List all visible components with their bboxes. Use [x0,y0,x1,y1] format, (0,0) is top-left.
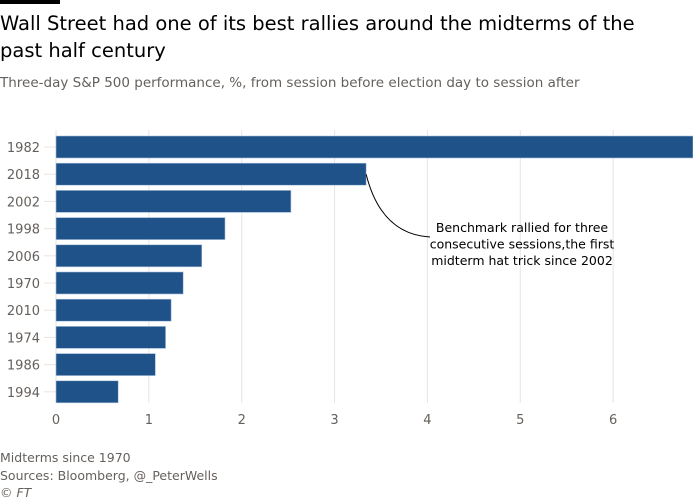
bar-2002 [55,190,292,213]
y-tick-label: 2018 [7,168,40,183]
x-tick-label: 6 [609,413,617,428]
bar-1986 [55,353,156,376]
y-tick-label: 1986 [7,359,40,374]
x-tick-label: 3 [330,413,338,428]
y-tick-label: 1974 [7,331,40,346]
x-tick-label: 2 [238,413,246,428]
y-tick-label: 2002 [7,195,40,210]
sources: Sources: Bloomberg, @_PeterWells [0,468,218,483]
bar-1982 [55,135,693,159]
y-tick-label: 1970 [7,277,40,292]
y-tick-label: 1982 [7,141,40,156]
ft-credit: © FT [0,485,32,500]
x-tick-label: 0 [52,413,60,428]
chart-title: Wall Street had one of its best rallies … [0,12,635,62]
bar-2006 [55,244,203,268]
y-tick-label: 2006 [7,250,40,265]
annotation-text: midterm hat trick since 2002 [431,253,613,268]
y-tick-label: 1998 [7,223,40,238]
ft-header-bar [0,0,60,4]
footnote: Midterms since 1970 [0,450,131,465]
bar-1974 [55,326,166,349]
y-tick-label: 1994 [7,386,40,401]
y-tick-label: 2010 [7,304,40,319]
annotation-connector [365,174,431,238]
x-tick-label: 4 [423,413,431,428]
x-tick-label: 5 [516,413,524,428]
bar-2010 [55,298,172,322]
annotation-text: Benchmark rallied for three [436,220,609,235]
x-tick-label: 1 [145,413,153,428]
bar-1970 [55,271,184,295]
annotation-text: consecutive sessions,the first [430,237,615,252]
bar-1994 [55,380,119,404]
chart-subtitle: Three-day S&P 500 performance, %, from s… [0,75,580,91]
bar-1998 [55,217,226,240]
bar-2018 [55,162,367,186]
